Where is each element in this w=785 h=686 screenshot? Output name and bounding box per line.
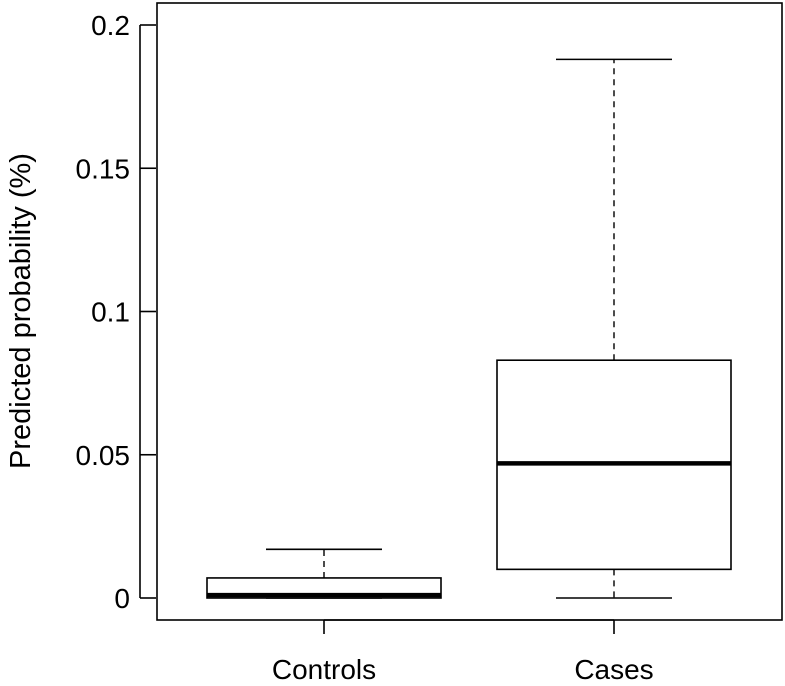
x-tick-label: Controls xyxy=(272,654,376,685)
y-tick-label: 0.2 xyxy=(91,10,130,41)
box-cases xyxy=(496,58,732,599)
y-tick-label: 0.15 xyxy=(76,153,131,184)
y-tick-label: 0.05 xyxy=(76,440,131,471)
y-axis: 0 0.05 0.1 0.15 0.2 xyxy=(76,10,156,614)
x-tick-label: Cases xyxy=(574,654,653,685)
x-axis: Controls Cases xyxy=(272,619,654,685)
y-tick-label: 0 xyxy=(114,583,130,614)
plot-frame xyxy=(156,2,783,621)
y-tick-label: 0.1 xyxy=(91,297,130,328)
boxes xyxy=(206,58,732,599)
y-axis-title: Predicted probability (%) xyxy=(5,153,37,469)
box-controls xyxy=(206,548,442,599)
